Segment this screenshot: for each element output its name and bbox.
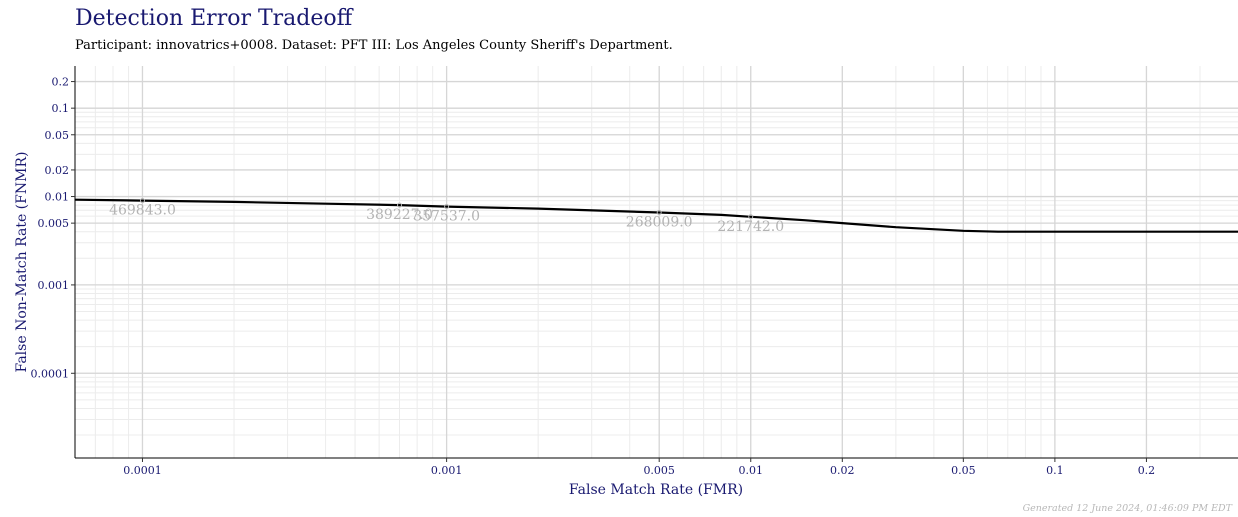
y-tick-label: 0.0001 [31, 367, 70, 380]
x-tick-label: 0.02 [830, 464, 855, 477]
x-tick-label: 0.005 [643, 464, 675, 477]
chart-title: Detection Error Tradeoff [75, 6, 353, 31]
x-tick-label: 0.2 [1138, 464, 1156, 477]
minor-gridlines [74, 66, 1238, 458]
y-tick-label: 0.005 [38, 217, 70, 230]
x-axis-label: False Match Rate (FMR) [569, 482, 743, 498]
generated-timestamp: Generated 12 June 2024, 01:46:09 PM EDT [1022, 503, 1232, 514]
x-tick-label: 0.001 [431, 464, 463, 477]
threshold-label: 389227.0 [366, 207, 433, 223]
x-axis-ticks: 0.0001 0.001 0.005 0.01 0.02 0.05 0.1 0.2 [123, 458, 1155, 477]
threshold-point [748, 214, 754, 220]
threshold-label: 221742.0 [717, 219, 784, 235]
y-axis-ticks: 0.2 0.1 0.05 0.02 0.01 0.005 0.001 0.0001 [31, 76, 75, 380]
threshold-point [139, 198, 145, 204]
y-axis-label: False Non-Match Rate (FNMR) [14, 152, 30, 373]
det-curve [74, 198, 1238, 233]
series-layer [74, 198, 1238, 233]
x-tick-label: 0.05 [951, 464, 976, 477]
major-gridlines [75, 66, 1238, 458]
y-tick-label: 0.05 [45, 129, 70, 142]
threshold-point [444, 204, 450, 210]
y-tick-label: 0.01 [45, 191, 70, 204]
x-tick-label: 0.01 [739, 464, 764, 477]
threshold-label: 469843.0 [109, 203, 176, 219]
axes [74, 66, 1238, 459]
threshold-label: 357537.0 [413, 209, 480, 225]
chart-subtitle: Participant: innovatrics+0008. Dataset: … [75, 38, 673, 53]
x-tick-label: 0.0001 [123, 464, 162, 477]
y-tick-label: 0.02 [45, 164, 70, 177]
threshold-point [397, 202, 403, 208]
x-tick-label: 0.1 [1046, 464, 1064, 477]
y-tick-label: 0.2 [52, 76, 70, 89]
threshold-point [656, 209, 662, 215]
threshold-label: 268009.0 [626, 214, 693, 230]
y-tick-label: 0.1 [52, 102, 70, 115]
y-tick-label: 0.001 [38, 279, 70, 292]
